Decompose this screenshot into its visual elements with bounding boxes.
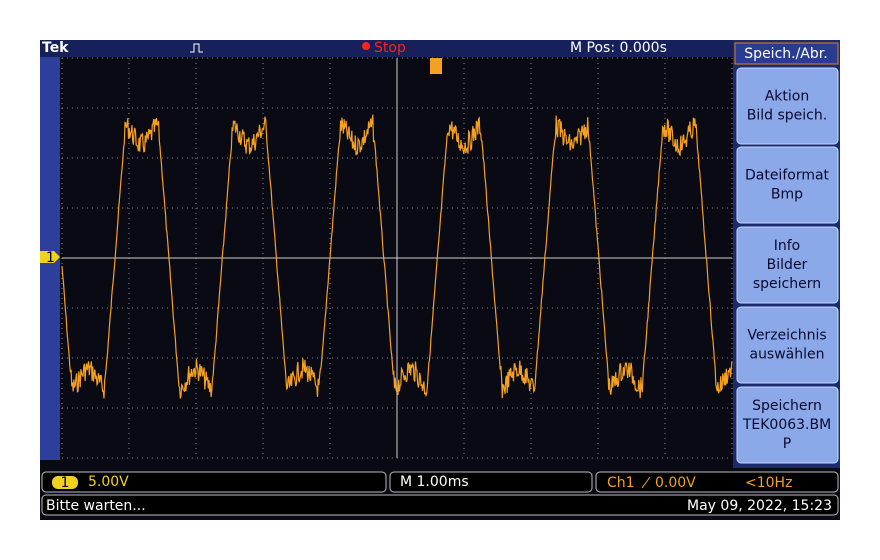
menu-title: Speich./Abr. <box>744 46 827 62</box>
left-strip <box>40 40 60 460</box>
marker-label: 1 <box>46 250 55 266</box>
menu-title-box <box>734 42 839 65</box>
frequency: <10Hz <box>745 475 792 491</box>
menu-button[interactable] <box>736 386 839 464</box>
menu-button-label: auswählen <box>749 347 824 363</box>
menu-button[interactable] <box>736 226 839 304</box>
status: Stop <box>374 40 406 56</box>
trigger-marker <box>430 58 442 74</box>
menu-button-label: Info <box>774 238 801 254</box>
message-box <box>41 494 839 516</box>
channel: 1 <box>61 475 70 491</box>
channel-marker <box>40 251 60 263</box>
menu-button-label: Bild speich. <box>747 108 827 124</box>
position: M Pos: 0.000s <box>570 40 667 56</box>
top-bar <box>40 40 735 57</box>
menu-button-label: Aktion <box>765 89 810 105</box>
trigger-source: Ch1 <box>607 475 635 491</box>
trigger-level: 0.00V <box>655 475 696 491</box>
datetime: May 09, 2022, 15:23 <box>687 498 832 514</box>
timebase: M 1.00ms <box>400 474 469 490</box>
waveform <box>61 114 733 399</box>
channel-badge <box>52 476 78 489</box>
menu-buttons: Aktion Bild speich. Dateiformat Bmp Info Bild… <box>736 67 839 464</box>
screen-bg <box>40 40 840 520</box>
menu-button-label: Dateiformat <box>745 168 830 184</box>
menu-button[interactable] <box>736 306 839 384</box>
slope-icon <box>641 476 651 489</box>
trigger-box <box>595 471 839 493</box>
stop-dot <box>362 42 370 50</box>
menu-button[interactable] <box>736 146 839 224</box>
menu-button[interactable] <box>736 67 839 145</box>
trigger-icon <box>190 43 203 53</box>
message: Bitte warten... <box>46 498 146 514</box>
menu-button-label: Bmp <box>771 187 803 203</box>
timebase-box <box>389 471 593 493</box>
menu-button-label: TEK0063.BM <box>742 417 831 433</box>
scale: 5.00V <box>88 474 129 490</box>
menu-button-label: Verzeichnis <box>747 328 826 344</box>
menu-button-label: speichern <box>753 276 821 292</box>
channel-box <box>41 471 387 493</box>
menu-button-label: P <box>783 436 791 452</box>
menu-button-label: Bilder <box>767 257 808 273</box>
menu-button-label: Speichern <box>752 398 822 414</box>
brand: Tek <box>42 40 69 56</box>
graticule <box>61 57 733 459</box>
